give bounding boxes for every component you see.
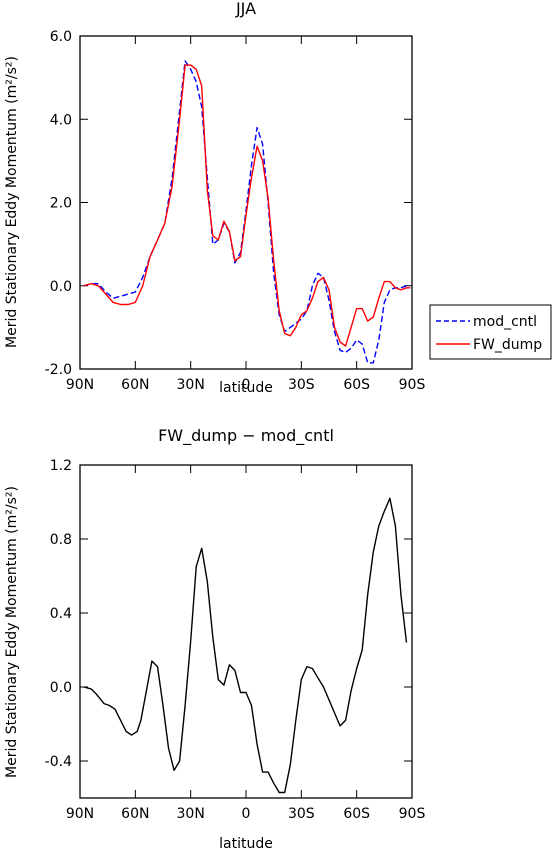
top-chart: JJA 90N 60N 30N 0 30S 60S 90S-2.00.02.04.06.0 … bbox=[4, 0, 552, 396]
bottom-y-tick-label: 0.0 bbox=[50, 680, 72, 696]
bottom-x-tick-label: 30N bbox=[177, 806, 205, 822]
bottom-chart-xlabel: latitude bbox=[219, 836, 273, 851]
legend-label-mod-cntl: mod_cntl bbox=[473, 314, 537, 330]
top-x-tick-label: 90N bbox=[66, 377, 94, 393]
top-series-line-fw-dump bbox=[83, 64, 411, 347]
bottom-x-tick-label: 60N bbox=[121, 806, 149, 822]
top-chart-ylabel: Merid Stationary Eddy Momentum (m²/s²) bbox=[4, 56, 20, 348]
top-x-tick-label: 60N bbox=[121, 377, 149, 393]
top-x-tick-label: 90S bbox=[399, 377, 426, 393]
top-y-tick-label: 2.0 bbox=[50, 196, 72, 212]
top-y-tick-label: 4.0 bbox=[50, 112, 72, 128]
top-chart-legend: mod_cntl FW_dump bbox=[429, 304, 552, 360]
bottom-y-tick-label: -0.4 bbox=[45, 754, 72, 770]
top-x-tick-label: 30S bbox=[288, 377, 315, 393]
bottom-chart-title: FW_dump − mod_cntl bbox=[158, 426, 334, 446]
bottom-chart-ylabel: Merid Stationary Eddy Momentum (m²/s²) bbox=[4, 486, 20, 778]
top-chart-plot-frame bbox=[79, 35, 413, 370]
bottom-x-tick-label: 60S bbox=[343, 806, 370, 822]
legend-box bbox=[429, 304, 552, 360]
top-chart-xlabel: latitude bbox=[219, 380, 273, 396]
bottom-x-tick-label: 0 bbox=[242, 806, 251, 822]
bottom-x-tick-label: 90S bbox=[399, 806, 426, 822]
top-chart-title: JJA bbox=[235, 0, 256, 18]
bottom-x-tick-label: 30S bbox=[288, 806, 315, 822]
top-x-tick-label: 30N bbox=[177, 377, 205, 393]
top-y-tick-label: 0.0 bbox=[50, 279, 72, 295]
bottom-y-tick-label: 0.4 bbox=[50, 606, 72, 622]
bottom-series-line-difference bbox=[83, 497, 408, 794]
bottom-chart-plot-frame bbox=[79, 464, 413, 799]
legend-label-fw-dump: FW_dump bbox=[473, 337, 542, 353]
top-x-tick-label: 60S bbox=[343, 377, 370, 393]
bottom-y-tick-label: 1.2 bbox=[50, 458, 72, 474]
bottom-y-tick-label: 0.8 bbox=[50, 532, 72, 548]
top-y-tick-label: 6.0 bbox=[50, 29, 72, 45]
top-y-tick-label: -2.0 bbox=[45, 362, 72, 378]
top-x-tick-label: 0 bbox=[242, 377, 251, 393]
bottom-chart: FW_dump − mod_cntl 90N 60N 30N 0 30S 60S 90S -0… bbox=[4, 426, 425, 851]
bottom-x-tick-label: 90N bbox=[66, 806, 94, 822]
